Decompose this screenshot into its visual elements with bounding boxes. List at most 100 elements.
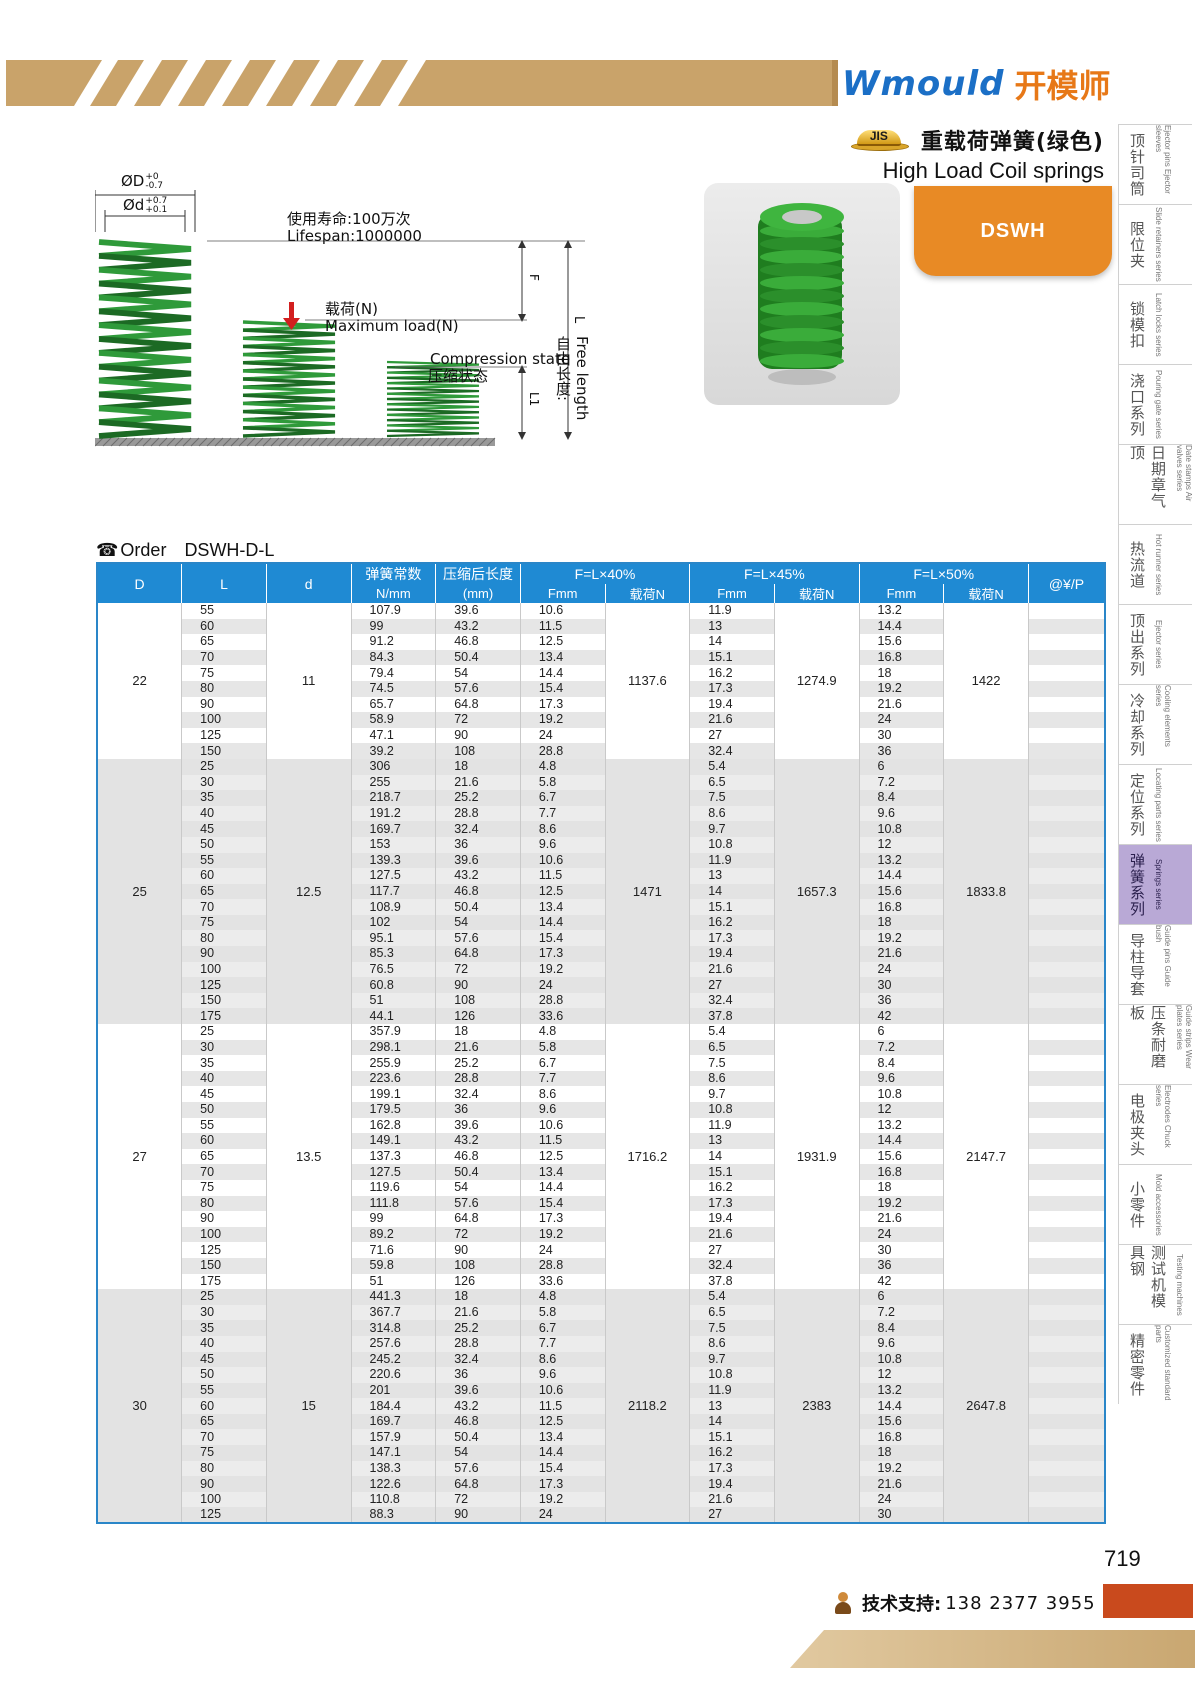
cell-L: 60 bbox=[181, 1133, 267, 1149]
brand-logo: Wmould 开模师 bbox=[842, 62, 1111, 106]
col-header-compressed: 压缩后长度 bbox=[435, 563, 521, 584]
cell-L: 35 bbox=[181, 1055, 267, 1071]
cell-rate: 91.2 bbox=[350, 634, 437, 650]
cell-rate: 245.2 bbox=[350, 1351, 437, 1368]
sidebar-item[interactable]: 热流道 Hot runner series bbox=[1118, 524, 1192, 604]
cell-fmm-40: 9.6 bbox=[519, 1367, 606, 1383]
col-header-rate-unit: N/mm bbox=[350, 584, 437, 603]
cell-rate: 85.3 bbox=[350, 946, 437, 962]
sidebar-item[interactable]: 压条耐磨板 Guide strips Wear plates series bbox=[1118, 1004, 1193, 1084]
cell-L: 45 bbox=[181, 1086, 267, 1102]
cell-rate: 298.1 bbox=[350, 1039, 437, 1056]
product-code-tag: DSWH bbox=[914, 186, 1112, 276]
cell-fmm-50: 30 bbox=[858, 1507, 945, 1524]
sidebar-item-label-en: Ejector series bbox=[1154, 620, 1163, 669]
sidebar-item[interactable]: 顶针司筒 Ejector pins Ejector sleeves bbox=[1118, 124, 1192, 204]
sidebar-item[interactable]: 导柱导套 Guide pins Guide bush bbox=[1118, 924, 1192, 1004]
cell-compressed: 50.4 bbox=[435, 1164, 521, 1180]
sidebar-item-label: 精密零件 bbox=[1128, 1332, 1146, 1397]
sidebar-item[interactable]: 日期章气顶 Date stamps Air valves series bbox=[1118, 444, 1193, 524]
cell-price bbox=[1027, 852, 1106, 869]
sidebar-item-label-en: Cooling elements series bbox=[1154, 685, 1172, 747]
cell-fmm-45: 16.2 bbox=[689, 1179, 775, 1196]
jis-badge-text: JIS bbox=[869, 129, 888, 143]
cell-price bbox=[1027, 727, 1106, 744]
cell-fmm-45: 37.8 bbox=[689, 1008, 775, 1025]
cell-fmm-50: 6 bbox=[858, 758, 945, 775]
cell-compressed: 57.6 bbox=[435, 680, 521, 697]
cell-L: 150 bbox=[181, 1257, 267, 1274]
cell-compressed: 43.2 bbox=[435, 618, 521, 635]
col-header-load-50: 载荷N bbox=[943, 584, 1029, 603]
cell-d: 13.5 bbox=[265, 1024, 352, 1290]
cell-fmm-45: 9.7 bbox=[689, 821, 775, 837]
table-row: 50 153 36 9.6 10.8 12 bbox=[97, 836, 1106, 853]
cell-fmm-50: 9.6 bbox=[858, 805, 945, 822]
table-row: 40 191.2 28.8 7.7 8.6 9.6 bbox=[97, 805, 1106, 822]
cell-rate: 184.4 bbox=[350, 1398, 437, 1414]
cell-compressed: 64.8 bbox=[435, 696, 521, 713]
sidebar-item[interactable]: 浇口系列 Pouring gate series bbox=[1118, 364, 1192, 444]
col-header-fmm-40: Fmm bbox=[519, 584, 606, 603]
sidebar-item[interactable]: 顶出系列 Ejector series bbox=[1118, 604, 1192, 684]
cell-price bbox=[1027, 946, 1106, 962]
free-spring-drawing bbox=[98, 239, 192, 439]
sidebar-item[interactable]: 弹簧系列 Springs series bbox=[1118, 844, 1192, 924]
cell-price bbox=[1027, 758, 1106, 775]
cell-fmm-50: 12 bbox=[858, 1102, 945, 1118]
sidebar-item[interactable]: 小零件 Mold accessories bbox=[1118, 1164, 1192, 1244]
cell-L: 75 bbox=[181, 665, 267, 681]
cell-compressed: 46.8 bbox=[435, 883, 521, 900]
cell-compressed: 32.4 bbox=[435, 821, 521, 837]
sidebar-item-label-en: Slide retainers series bbox=[1154, 207, 1163, 282]
cell-rate: 99 bbox=[350, 618, 437, 635]
cell-D: 22 bbox=[96, 603, 183, 759]
cell-fmm-50: 12 bbox=[858, 836, 945, 853]
cell-L: 80 bbox=[181, 680, 267, 697]
cell-price bbox=[1027, 1304, 1106, 1321]
cell-L: 90 bbox=[181, 1211, 267, 1227]
cell-rate: 88.3 bbox=[350, 1507, 437, 1524]
cell-L: 70 bbox=[181, 1429, 267, 1446]
cell-fmm-40: 7.7 bbox=[519, 805, 606, 822]
sidebar-item[interactable]: 电极夹头 Electrodes Chuck series bbox=[1118, 1084, 1192, 1164]
sidebar-item[interactable]: 定位系列 Locating parts series bbox=[1118, 764, 1192, 844]
sidebar-item[interactable]: 限位夹 Slide retainers series bbox=[1118, 204, 1192, 284]
table-row: 125 88.3 90 24 27 30 bbox=[97, 1507, 1106, 1524]
cell-fmm-45: 11.9 bbox=[689, 852, 775, 869]
table-row: 150 51 108 28.8 32.4 36 bbox=[97, 992, 1106, 1009]
cell-fmm-50: 6 bbox=[858, 1289, 945, 1305]
cell-fmm-40: 11.5 bbox=[519, 1398, 606, 1414]
sidebar-item-label: 小零件 bbox=[1128, 1180, 1146, 1229]
cell-fmm-40: 13.4 bbox=[519, 1429, 606, 1446]
cell-compressed: 43.2 bbox=[435, 868, 521, 884]
sidebar-item[interactable]: 冷却系列 Cooling elements series bbox=[1118, 684, 1192, 764]
cell-fmm-45: 27 bbox=[689, 1507, 775, 1524]
sidebar-item-label: 浇口系列 bbox=[1128, 372, 1146, 437]
cell-compressed: 21.6 bbox=[435, 1039, 521, 1056]
sidebar-item[interactable]: 锁模扣 Latch locks series bbox=[1118, 284, 1192, 364]
cell-fmm-40: 24 bbox=[519, 727, 606, 744]
page-number: 719 bbox=[1104, 1546, 1141, 1571]
cell-price bbox=[1027, 1148, 1106, 1165]
sidebar-item-label-en: Locating parts series bbox=[1154, 767, 1163, 842]
table-row: 60 99 43.2 11.5 13 14.4 bbox=[97, 618, 1106, 635]
cell-load-45: 1931.9 bbox=[773, 1024, 860, 1290]
table-row: 70 157.9 50.4 13.4 15.1 16.8 bbox=[97, 1429, 1106, 1446]
cell-price bbox=[1027, 930, 1106, 947]
cell-L: 25 bbox=[181, 758, 267, 775]
cell-L: 70 bbox=[181, 1164, 267, 1180]
cell-price bbox=[1027, 1460, 1106, 1477]
compression-label-cn: 压缩状态 bbox=[428, 367, 489, 385]
outer-diameter-label: ØD +0 -0.7 bbox=[121, 171, 163, 191]
brand-name: Wmould bbox=[842, 64, 1005, 104]
cell-price bbox=[1027, 1273, 1106, 1290]
sidebar-item[interactable]: 测试机模具钢 Testing machines bbox=[1118, 1244, 1192, 1324]
cell-fmm-50: 13.2 bbox=[858, 1382, 945, 1399]
cell-fmm-45: 6.5 bbox=[689, 1304, 775, 1321]
cell-fmm-45: 21.6 bbox=[689, 961, 775, 978]
sidebar-item[interactable]: 精密零件 Customized standard parts bbox=[1118, 1324, 1192, 1404]
cell-rate: 157.9 bbox=[350, 1429, 437, 1446]
cell-rate: 51 bbox=[350, 1273, 437, 1290]
cell-compressed: 39.6 bbox=[435, 603, 521, 619]
